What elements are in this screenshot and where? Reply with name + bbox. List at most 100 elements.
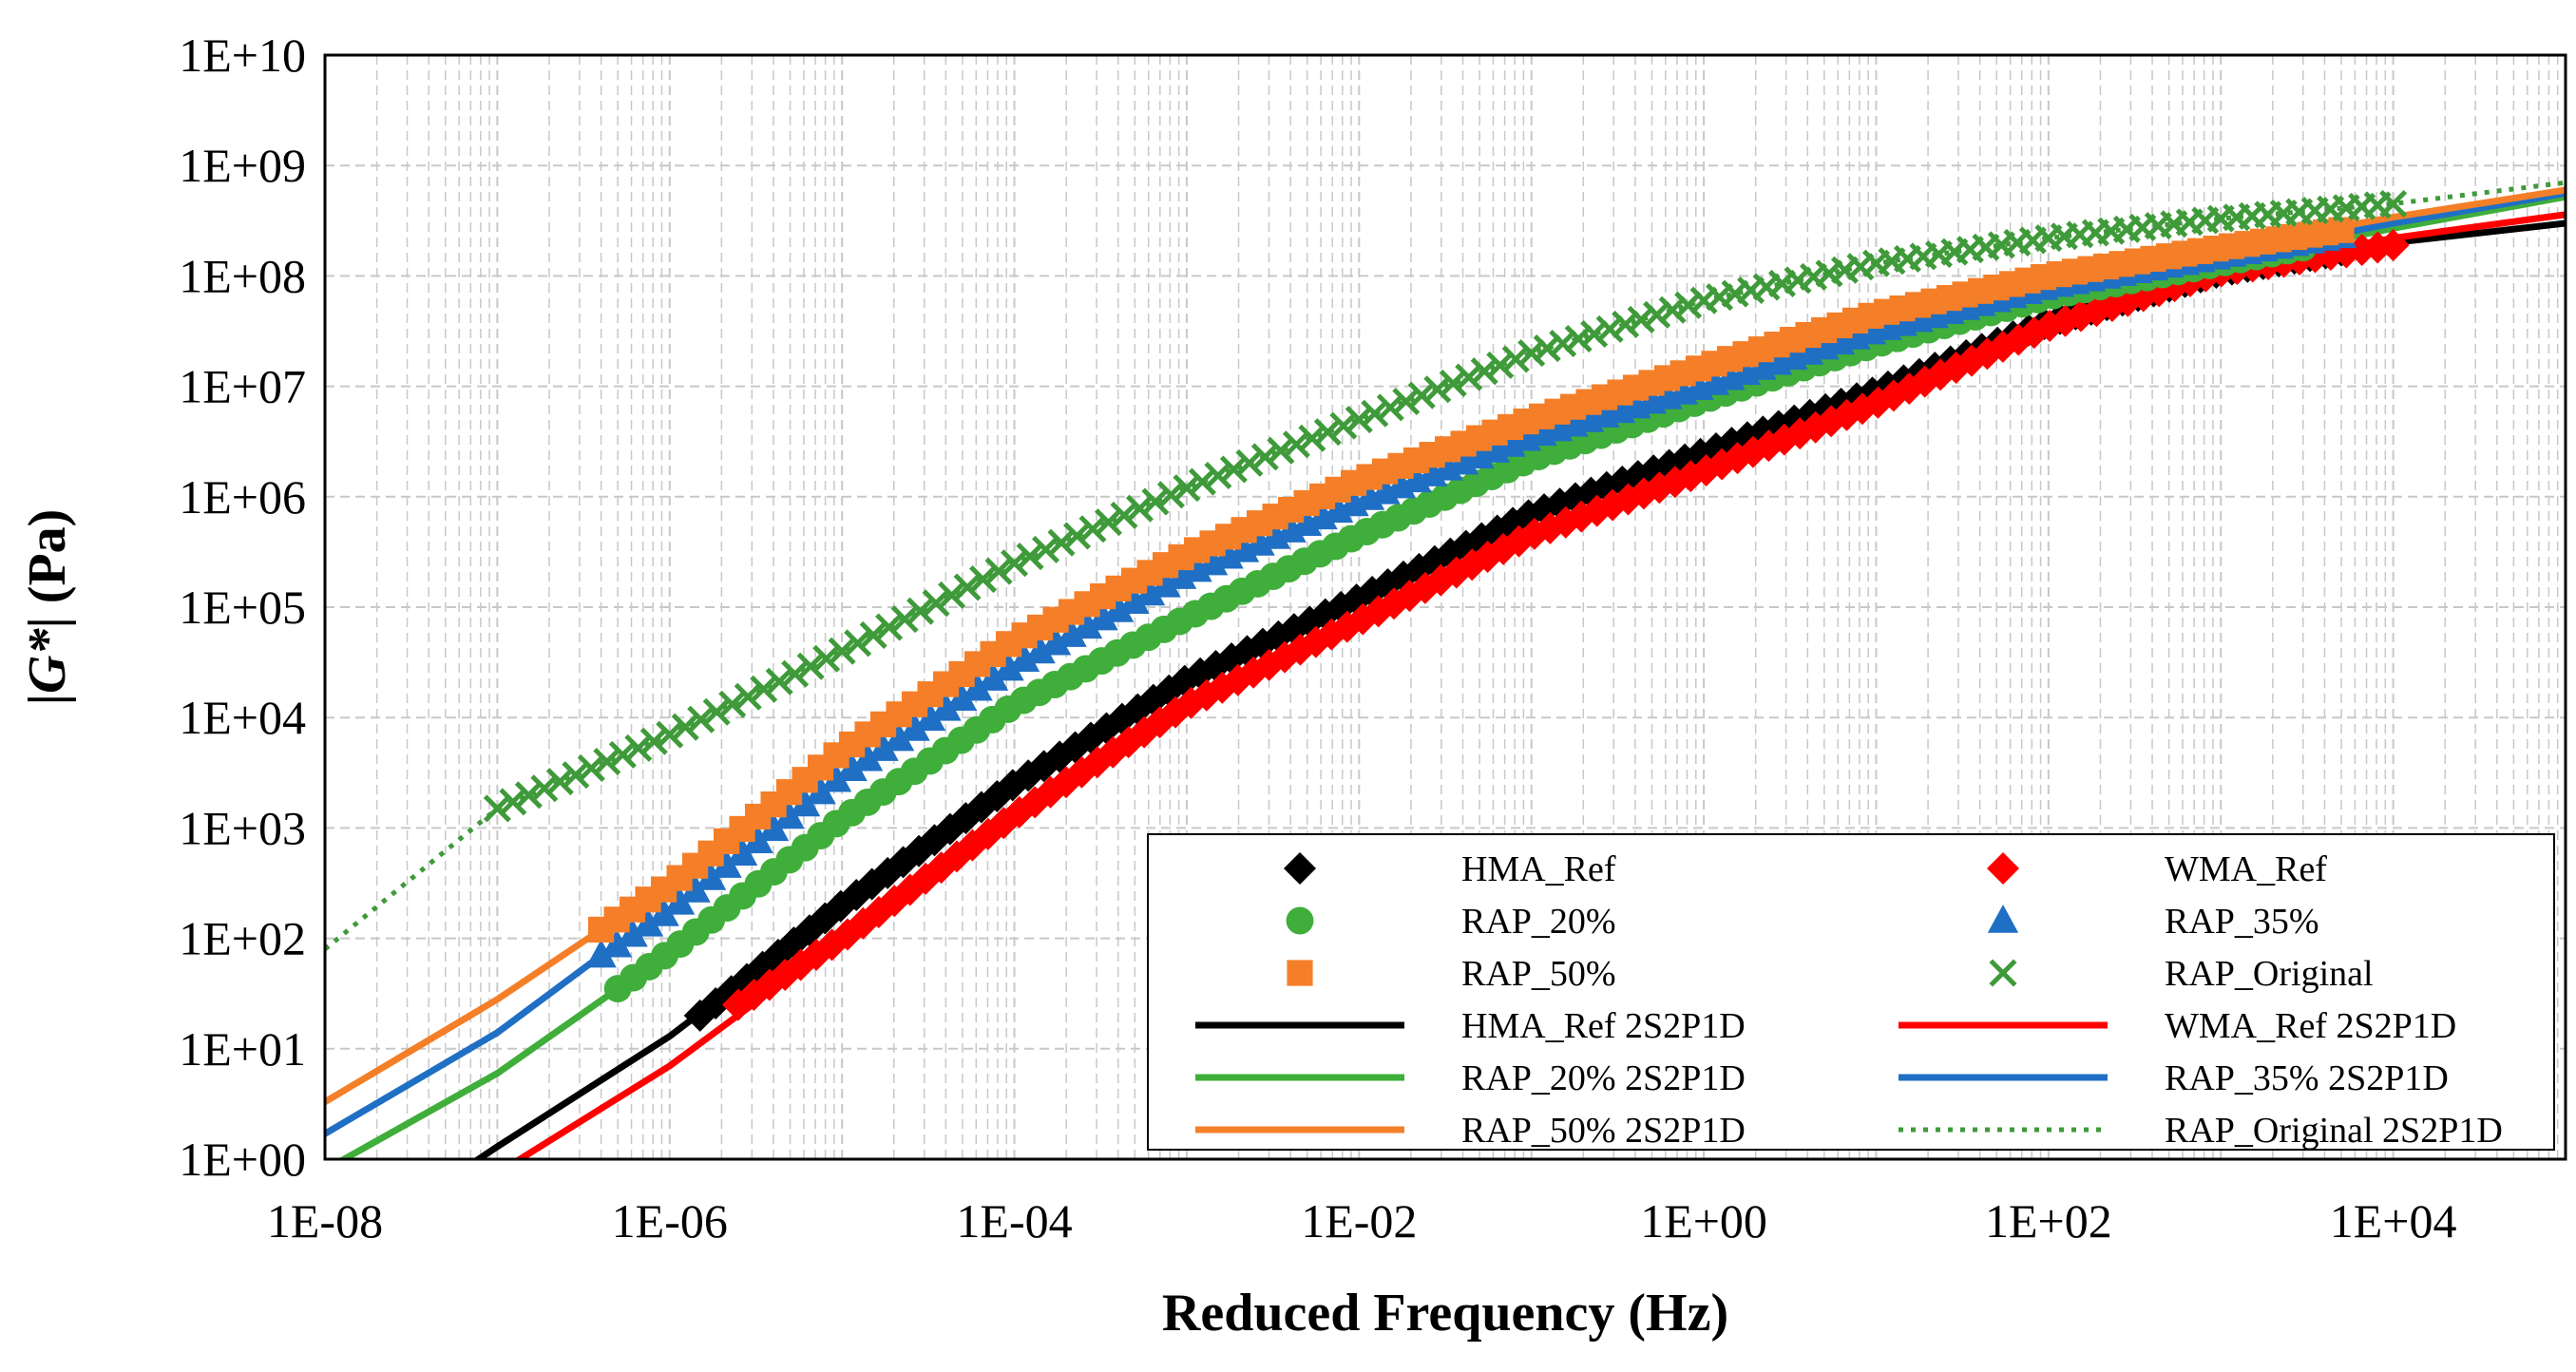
data-point-rap-original: [718, 690, 747, 718]
y-tick-label: 1E+02: [179, 912, 306, 965]
data-point-rap-original: [514, 781, 543, 810]
data-point-rap-original: [969, 565, 998, 594]
legend-label: RAP_35%: [2165, 902, 2319, 942]
x-tick-label: 1E+00: [1640, 1194, 1767, 1248]
data-point-rap-35pct: [773, 800, 805, 829]
series-rap-50pct: [587, 217, 2355, 943]
legend-item-rap-20pct-2s2p1d: RAP_20% 2S2P1D: [1195, 1058, 1746, 1098]
data-point-rap-original: [1517, 339, 1546, 368]
data-point-rap-original: [656, 720, 684, 749]
legend-label: RAP_20%: [1461, 902, 1616, 942]
data-point-rap-original: [828, 637, 856, 665]
x-tick-label: 1E+04: [2330, 1194, 2457, 1248]
legend-item-rap-original-2s2p1d: RAP_Original 2S2P1D: [1899, 1111, 2503, 1151]
legend-marker: [1287, 960, 1313, 986]
legend-label: WMA_Ref: [2165, 849, 2327, 889]
data-point-rap-35pct: [648, 898, 679, 926]
legend-item-rap-35pct: RAP_35%: [1987, 902, 2319, 942]
x-tick-label: 1E+02: [1985, 1194, 2112, 1248]
data-point-rap-original: [890, 605, 919, 634]
legend-label: RAP_Original: [2165, 954, 2374, 994]
data-point-rap-35pct: [757, 812, 790, 842]
data-point-rap-original: [2379, 189, 2408, 219]
legend-item-rap-50pct: RAP_50%: [1287, 954, 1616, 994]
data-point-rap-35pct: [836, 753, 868, 782]
data-point-rap-35pct: [1150, 568, 1181, 598]
data-point-rap-original: [1612, 310, 1640, 338]
data-point-rap-35pct: [977, 662, 1009, 691]
y-tick-label: 1E+08: [179, 249, 306, 302]
data-point-rap-original: [859, 620, 887, 649]
data-point-rap-original: [1392, 387, 1421, 416]
data-point-rap-original: [577, 754, 605, 783]
data-point-rap-original: [530, 774, 559, 803]
data-point-rap-35pct: [1040, 626, 1072, 656]
x-tick-label: 1E-08: [267, 1194, 383, 1248]
y-axis-title-symbol: G*: [18, 628, 77, 694]
data-point-rap-original: [1173, 474, 1201, 503]
data-point-rap-original: [1282, 430, 1310, 459]
y-axis-title: |G*| (Pa): [18, 509, 77, 706]
data-point-rap-original: [1329, 411, 1358, 440]
data-point-rap-original: [1047, 528, 1076, 557]
data-point-rap-35pct: [632, 907, 664, 937]
data-point-rap-35pct: [868, 733, 899, 761]
data-point-wma-ref: [956, 829, 989, 862]
data-point-rap-original: [562, 761, 590, 790]
data-point-rap-original: [1235, 448, 1264, 477]
data-point-rap-original: [1564, 324, 1593, 353]
x-tick-label: 1E-02: [1301, 1194, 1417, 1248]
legend-label: RAP_20% 2S2P1D: [1461, 1058, 1746, 1098]
data-point-rap-original: [1062, 522, 1092, 550]
data-point-rap-original: [1580, 319, 1609, 348]
data-point-rap-35pct: [742, 825, 773, 854]
data-point-rap-35pct: [1102, 593, 1135, 622]
legend-label: HMA_Ref: [1461, 849, 1616, 889]
legend-items: HMA_Ref WMA_Ref RAP_20% RAP_35% RAP_50% RAP_O…: [1195, 849, 2503, 1151]
data-point-rap-original: [1078, 515, 1107, 543]
data-point-rap-35pct: [1118, 585, 1150, 614]
data-point-rap-35pct: [1087, 601, 1118, 631]
data-point-rap-original: [765, 667, 793, 696]
data-point-rap-35pct: [945, 682, 978, 712]
data-point-rap-original: [734, 682, 762, 711]
data-point-rap-original: [812, 644, 841, 673]
y-tick-label: 1E+01: [179, 1022, 306, 1076]
data-point-rap-original: [1110, 501, 1138, 529]
data-point-rap-original: [1267, 436, 1295, 465]
data-point-rap-original: [1595, 314, 1624, 343]
y-axis-title-bar-left: |: [18, 694, 77, 705]
legend-label: WMA_Ref 2S2P1D: [2165, 1006, 2456, 1046]
y-axis-title-unit: | (Pa): [18, 509, 77, 629]
data-point-rap-original: [1250, 443, 1279, 471]
data-point-rap-original: [1141, 487, 1170, 516]
data-point-rap-original: [750, 675, 778, 703]
y-axis-tick-labels: 1E+00 1E+01 1E+02 1E+03 1E+04 1E+05 1E+06 1E+07…: [179, 29, 306, 1186]
plot-area-frame: [323, 53, 2567, 1161]
legend-item-wma-ref-2s2p1d: WMA_Ref 2S2P1D: [1899, 1006, 2456, 1046]
legend-marker: [1987, 905, 2019, 933]
data-point-rap-35pct: [930, 692, 962, 721]
data-point-rap-original: [1407, 381, 1436, 410]
data-point-rap-original: [1643, 300, 1671, 329]
data-point-rap-original: [624, 734, 653, 762]
data-point-rap-original: [1439, 369, 1467, 397]
data-point-rap-35pct: [711, 849, 742, 878]
data-point-rap-original: [1298, 424, 1326, 452]
legend-marker: [1286, 906, 1314, 935]
data-point-rap-original: [938, 581, 966, 609]
data-point-rap-original: [1188, 467, 1216, 496]
data-point-rap-35pct: [663, 886, 696, 915]
data-point-rap-original: [1156, 481, 1185, 509]
legend-item-hma-ref-2s2p1d: HMA_Ref 2S2P1D: [1195, 1006, 1746, 1046]
data-point-rap-original: [1486, 351, 1515, 379]
data-point-rap-original: [1219, 455, 1248, 484]
data-point-rap-original: [922, 589, 950, 618]
x-axis-tick-labels: 1E-08 1E-06 1E-04 1E-02 1E+00 1E+02 1E+04: [267, 1194, 2457, 1248]
data-point-rap-35pct: [695, 862, 727, 890]
data-point-rap-35pct: [1008, 643, 1040, 672]
data-point-rap-original: [781, 659, 810, 688]
legend-marker: [1989, 959, 2017, 987]
data-point-rap-original: [984, 557, 1013, 585]
data-point-rap-35pct: [789, 788, 821, 817]
